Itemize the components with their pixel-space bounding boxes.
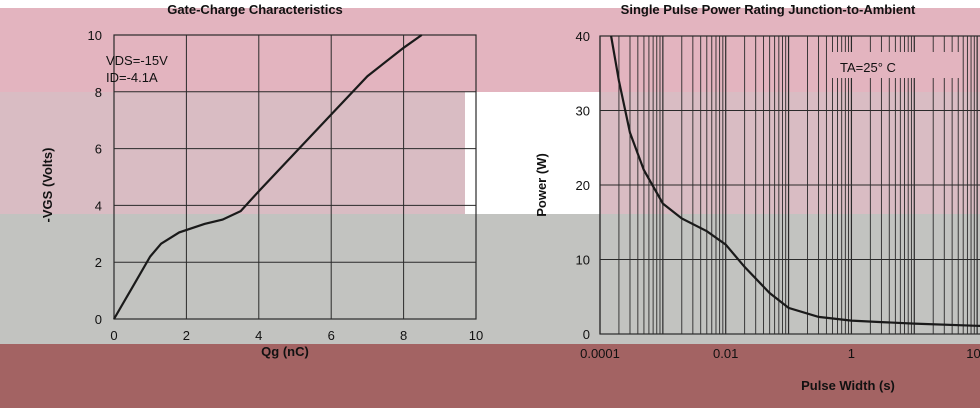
vds-annotation: VDS=-15V [106, 53, 168, 68]
pulse-power-title: Single Pulse Power Rating Junction-to-Am… [621, 2, 916, 17]
pulse-power-grid [599, 35, 980, 335]
id-annotation: ID=-4.1A [106, 70, 158, 85]
gate-charge-title: Gate-Charge Characteristics [167, 2, 343, 17]
tint-upper-left [0, 92, 465, 214]
pulse-power-y-tick-label: 30 [576, 104, 590, 119]
pulse-power-y-ticks: 0 10 20 30 40 [576, 29, 590, 342]
tint-middle-band [0, 214, 980, 344]
ta-annotation: TA=25° C [840, 60, 896, 75]
pulse-power-chart: Single Pulse Power Rating Junction-to-Am… [534, 2, 980, 393]
tint-bottom-band [0, 344, 980, 408]
background-tints [0, 8, 980, 408]
gate-charge-x-tick-label: 6 [328, 328, 335, 343]
gate-charge-y-tick-label: 4 [95, 198, 102, 213]
pulse-power-x-tick-label: 100 [966, 346, 980, 361]
gate-charge-grid [113, 34, 477, 320]
gate-charge-x-tick-label: 0 [110, 328, 117, 343]
pulse-power-x-label: Pulse Width (s) [801, 378, 895, 393]
pulse-power-x-ticks: 0.0001 0.01 1 100 [580, 346, 980, 361]
pulse-power-x-tick-label: 0.01 [713, 346, 738, 361]
gate-charge-x-tick-label: 10 [469, 328, 483, 343]
pulse-power-y-tick-label: 40 [576, 29, 590, 44]
pulse-power-y-tick-label: 20 [576, 178, 590, 193]
pulse-power-line [610, 35, 980, 327]
pulse-power-y-label: Power (W) [534, 153, 549, 217]
gate-charge-x-label: Qg (nC) [261, 344, 309, 359]
gate-charge-y-label: -VGS (Volts) [40, 148, 55, 223]
gate-charge-y-tick-label: 8 [95, 85, 102, 100]
gate-charge-y-tick-label: 10 [88, 28, 102, 43]
pulse-power-y-tick-label: 0 [583, 327, 590, 342]
gate-charge-y-ticks: 0 2 4 6 8 10 [88, 28, 102, 327]
gate-charge-x-tick-label: 2 [183, 328, 190, 343]
pulse-power-x-tick-label: 1 [848, 346, 855, 361]
gate-charge-chart: Gate-Charge Characteristics 0 2 4 6 8 10 0 2 4 6… [40, 2, 483, 359]
gate-charge-y-tick-label: 2 [95, 255, 102, 270]
gate-charge-x-tick-label: 4 [255, 328, 262, 343]
ta-annotation-box [832, 52, 960, 78]
gate-charge-line [113, 34, 423, 320]
pulse-power-x-tick-label: 0.0001 [580, 346, 620, 361]
gate-charge-y-tick-label: 0 [95, 312, 102, 327]
gate-charge-x-tick-label: 8 [400, 328, 407, 343]
gate-charge-y-tick-label: 6 [95, 142, 102, 157]
pulse-power-y-tick-label: 10 [576, 253, 590, 268]
tint-top-band [0, 8, 980, 92]
gate-charge-x-ticks: 0 2 4 6 8 10 [110, 328, 483, 343]
